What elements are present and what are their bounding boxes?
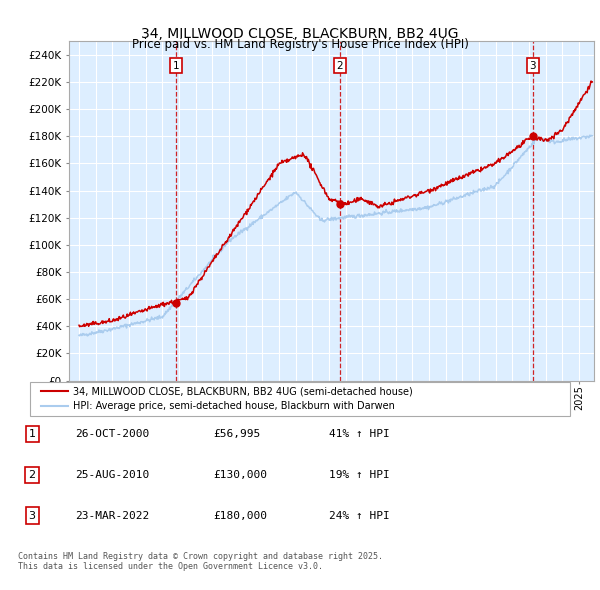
Text: 23-MAR-2022: 23-MAR-2022 — [76, 510, 149, 520]
Text: HPI: Average price, semi-detached house, Blackburn with Darwen: HPI: Average price, semi-detached house,… — [73, 401, 395, 411]
Text: Contains HM Land Registry data © Crown copyright and database right 2025.
This d: Contains HM Land Registry data © Crown c… — [18, 552, 383, 571]
Text: £180,000: £180,000 — [214, 510, 268, 520]
Text: £130,000: £130,000 — [214, 470, 268, 480]
Text: Price paid vs. HM Land Registry's House Price Index (HPI): Price paid vs. HM Land Registry's House … — [131, 38, 469, 51]
Text: 26-OCT-2000: 26-OCT-2000 — [76, 429, 149, 439]
FancyBboxPatch shape — [30, 382, 570, 416]
Text: 2: 2 — [337, 61, 343, 71]
Text: 25-AUG-2010: 25-AUG-2010 — [76, 470, 149, 480]
Text: 3: 3 — [530, 61, 536, 71]
Text: 41% ↑ HPI: 41% ↑ HPI — [329, 429, 389, 439]
Text: 1: 1 — [29, 429, 35, 439]
Text: 34, MILLWOOD CLOSE, BLACKBURN, BB2 4UG (semi-detached house): 34, MILLWOOD CLOSE, BLACKBURN, BB2 4UG (… — [73, 386, 413, 396]
Text: 19% ↑ HPI: 19% ↑ HPI — [329, 470, 389, 480]
Text: 3: 3 — [29, 510, 35, 520]
Text: £56,995: £56,995 — [214, 429, 261, 439]
Text: 34, MILLWOOD CLOSE, BLACKBURN, BB2 4UG: 34, MILLWOOD CLOSE, BLACKBURN, BB2 4UG — [141, 27, 459, 41]
Text: 24% ↑ HPI: 24% ↑ HPI — [329, 510, 389, 520]
Text: 1: 1 — [173, 61, 179, 71]
Text: 2: 2 — [29, 470, 36, 480]
